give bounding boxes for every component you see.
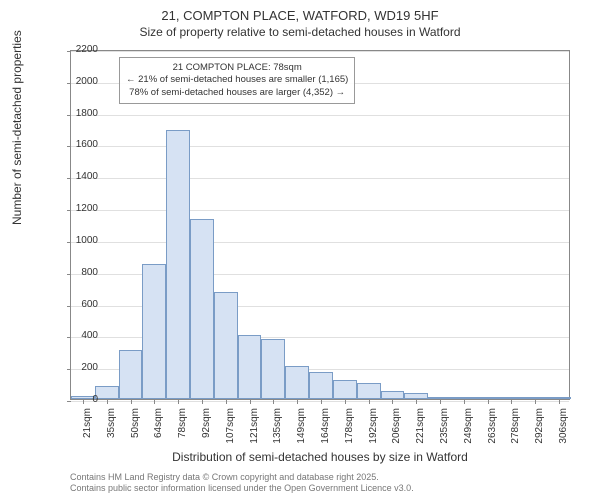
x-tick-label: 135sqm bbox=[272, 408, 283, 448]
histogram-bar bbox=[285, 366, 309, 399]
x-tick-label: 206sqm bbox=[391, 408, 402, 448]
histogram-bar bbox=[119, 350, 143, 399]
y-tick-label: 200 bbox=[58, 362, 98, 373]
histogram-bar bbox=[309, 372, 333, 399]
y-tick-label: 1200 bbox=[58, 203, 98, 214]
x-tick-label: 292sqm bbox=[534, 408, 545, 448]
x-tick-label: 92sqm bbox=[201, 408, 212, 448]
grid-line bbox=[71, 115, 569, 116]
y-tick-label: 0 bbox=[58, 394, 98, 405]
histogram-bar bbox=[547, 397, 571, 399]
histogram-bar bbox=[190, 219, 214, 399]
x-tick-mark bbox=[345, 400, 346, 404]
grid-line bbox=[71, 178, 569, 179]
histogram-bar bbox=[95, 386, 119, 399]
histogram-bar bbox=[523, 397, 547, 399]
x-axis-label: Distribution of semi-detached houses by … bbox=[70, 450, 570, 464]
annotation-line3: 78% of semi-detached houses are larger (… bbox=[126, 87, 348, 99]
x-tick-label: 149sqm bbox=[296, 408, 307, 448]
x-tick-mark bbox=[154, 400, 155, 404]
x-tick-mark bbox=[178, 400, 179, 404]
x-tick-mark bbox=[321, 400, 322, 404]
x-tick-mark bbox=[488, 400, 489, 404]
x-tick-label: 278sqm bbox=[510, 408, 521, 448]
plot-area: 21 COMPTON PLACE: 78sqm ← 21% of semi-de… bbox=[70, 50, 570, 400]
histogram-bar bbox=[428, 397, 452, 399]
x-tick-mark bbox=[464, 400, 465, 404]
x-tick-mark bbox=[131, 400, 132, 404]
histogram-bar bbox=[214, 292, 238, 399]
histogram-bar bbox=[238, 335, 262, 399]
histogram-bar bbox=[357, 383, 381, 399]
x-tick-mark bbox=[297, 400, 298, 404]
grid-line bbox=[71, 401, 569, 402]
histogram-bar bbox=[452, 397, 476, 399]
x-tick-mark bbox=[202, 400, 203, 404]
chart-container: 21, COMPTON PLACE, WATFORD, WD19 5HF Siz… bbox=[0, 0, 600, 500]
y-tick-label: 600 bbox=[58, 299, 98, 310]
x-tick-mark bbox=[511, 400, 512, 404]
attribution: Contains HM Land Registry data © Crown c… bbox=[70, 472, 414, 494]
chart-subtitle: Size of property relative to semi-detach… bbox=[0, 23, 600, 39]
x-tick-label: 78sqm bbox=[177, 408, 188, 448]
x-tick-mark bbox=[250, 400, 251, 404]
y-tick-label: 400 bbox=[58, 330, 98, 341]
x-tick-label: 235sqm bbox=[439, 408, 450, 448]
x-tick-mark bbox=[559, 400, 560, 404]
x-tick-label: 178sqm bbox=[344, 408, 355, 448]
x-tick-label: 249sqm bbox=[463, 408, 474, 448]
y-tick-label: 1600 bbox=[58, 139, 98, 150]
grid-line bbox=[71, 210, 569, 211]
histogram-bar bbox=[142, 264, 166, 399]
grid-line bbox=[71, 146, 569, 147]
x-tick-label: 263sqm bbox=[487, 408, 498, 448]
x-tick-label: 21sqm bbox=[82, 408, 93, 448]
x-tick-label: 64sqm bbox=[153, 408, 164, 448]
x-tick-label: 306sqm bbox=[558, 408, 569, 448]
x-tick-mark bbox=[416, 400, 417, 404]
y-tick-label: 2200 bbox=[58, 44, 98, 55]
x-tick-mark bbox=[226, 400, 227, 404]
x-tick-mark bbox=[107, 400, 108, 404]
y-axis-label: Number of semi-detached properties bbox=[10, 30, 24, 225]
y-tick-label: 1000 bbox=[58, 235, 98, 246]
grid-line bbox=[71, 242, 569, 243]
x-tick-mark bbox=[273, 400, 274, 404]
x-tick-label: 107sqm bbox=[225, 408, 236, 448]
histogram-bar bbox=[404, 393, 428, 399]
x-tick-label: 50sqm bbox=[130, 408, 141, 448]
annotation-line2: ← 21% of semi-detached houses are smalle… bbox=[126, 74, 348, 86]
histogram-bar bbox=[261, 339, 285, 399]
y-tick-label: 1800 bbox=[58, 108, 98, 119]
y-tick-label: 2000 bbox=[58, 76, 98, 87]
attribution-line1: Contains HM Land Registry data © Crown c… bbox=[70, 472, 414, 483]
x-tick-label: 121sqm bbox=[249, 408, 260, 448]
histogram-bar bbox=[381, 391, 405, 399]
histogram-bar bbox=[166, 130, 190, 399]
y-tick-label: 1400 bbox=[58, 171, 98, 182]
grid-line bbox=[71, 51, 569, 52]
chart-title: 21, COMPTON PLACE, WATFORD, WD19 5HF bbox=[0, 0, 600, 23]
annotation-line1: 21 COMPTON PLACE: 78sqm bbox=[126, 62, 348, 74]
y-tick-label: 800 bbox=[58, 267, 98, 278]
x-tick-label: 221sqm bbox=[415, 408, 426, 448]
x-tick-label: 35sqm bbox=[106, 408, 117, 448]
x-tick-mark bbox=[535, 400, 536, 404]
x-tick-label: 164sqm bbox=[320, 408, 331, 448]
histogram-bar bbox=[500, 397, 524, 399]
attribution-line2: Contains public sector information licen… bbox=[70, 483, 414, 494]
x-tick-mark bbox=[369, 400, 370, 404]
histogram-bar bbox=[476, 397, 500, 399]
x-tick-mark bbox=[392, 400, 393, 404]
annotation-box: 21 COMPTON PLACE: 78sqm ← 21% of semi-de… bbox=[119, 57, 355, 104]
x-tick-label: 192sqm bbox=[368, 408, 379, 448]
histogram-bar bbox=[333, 380, 357, 399]
x-tick-mark bbox=[440, 400, 441, 404]
